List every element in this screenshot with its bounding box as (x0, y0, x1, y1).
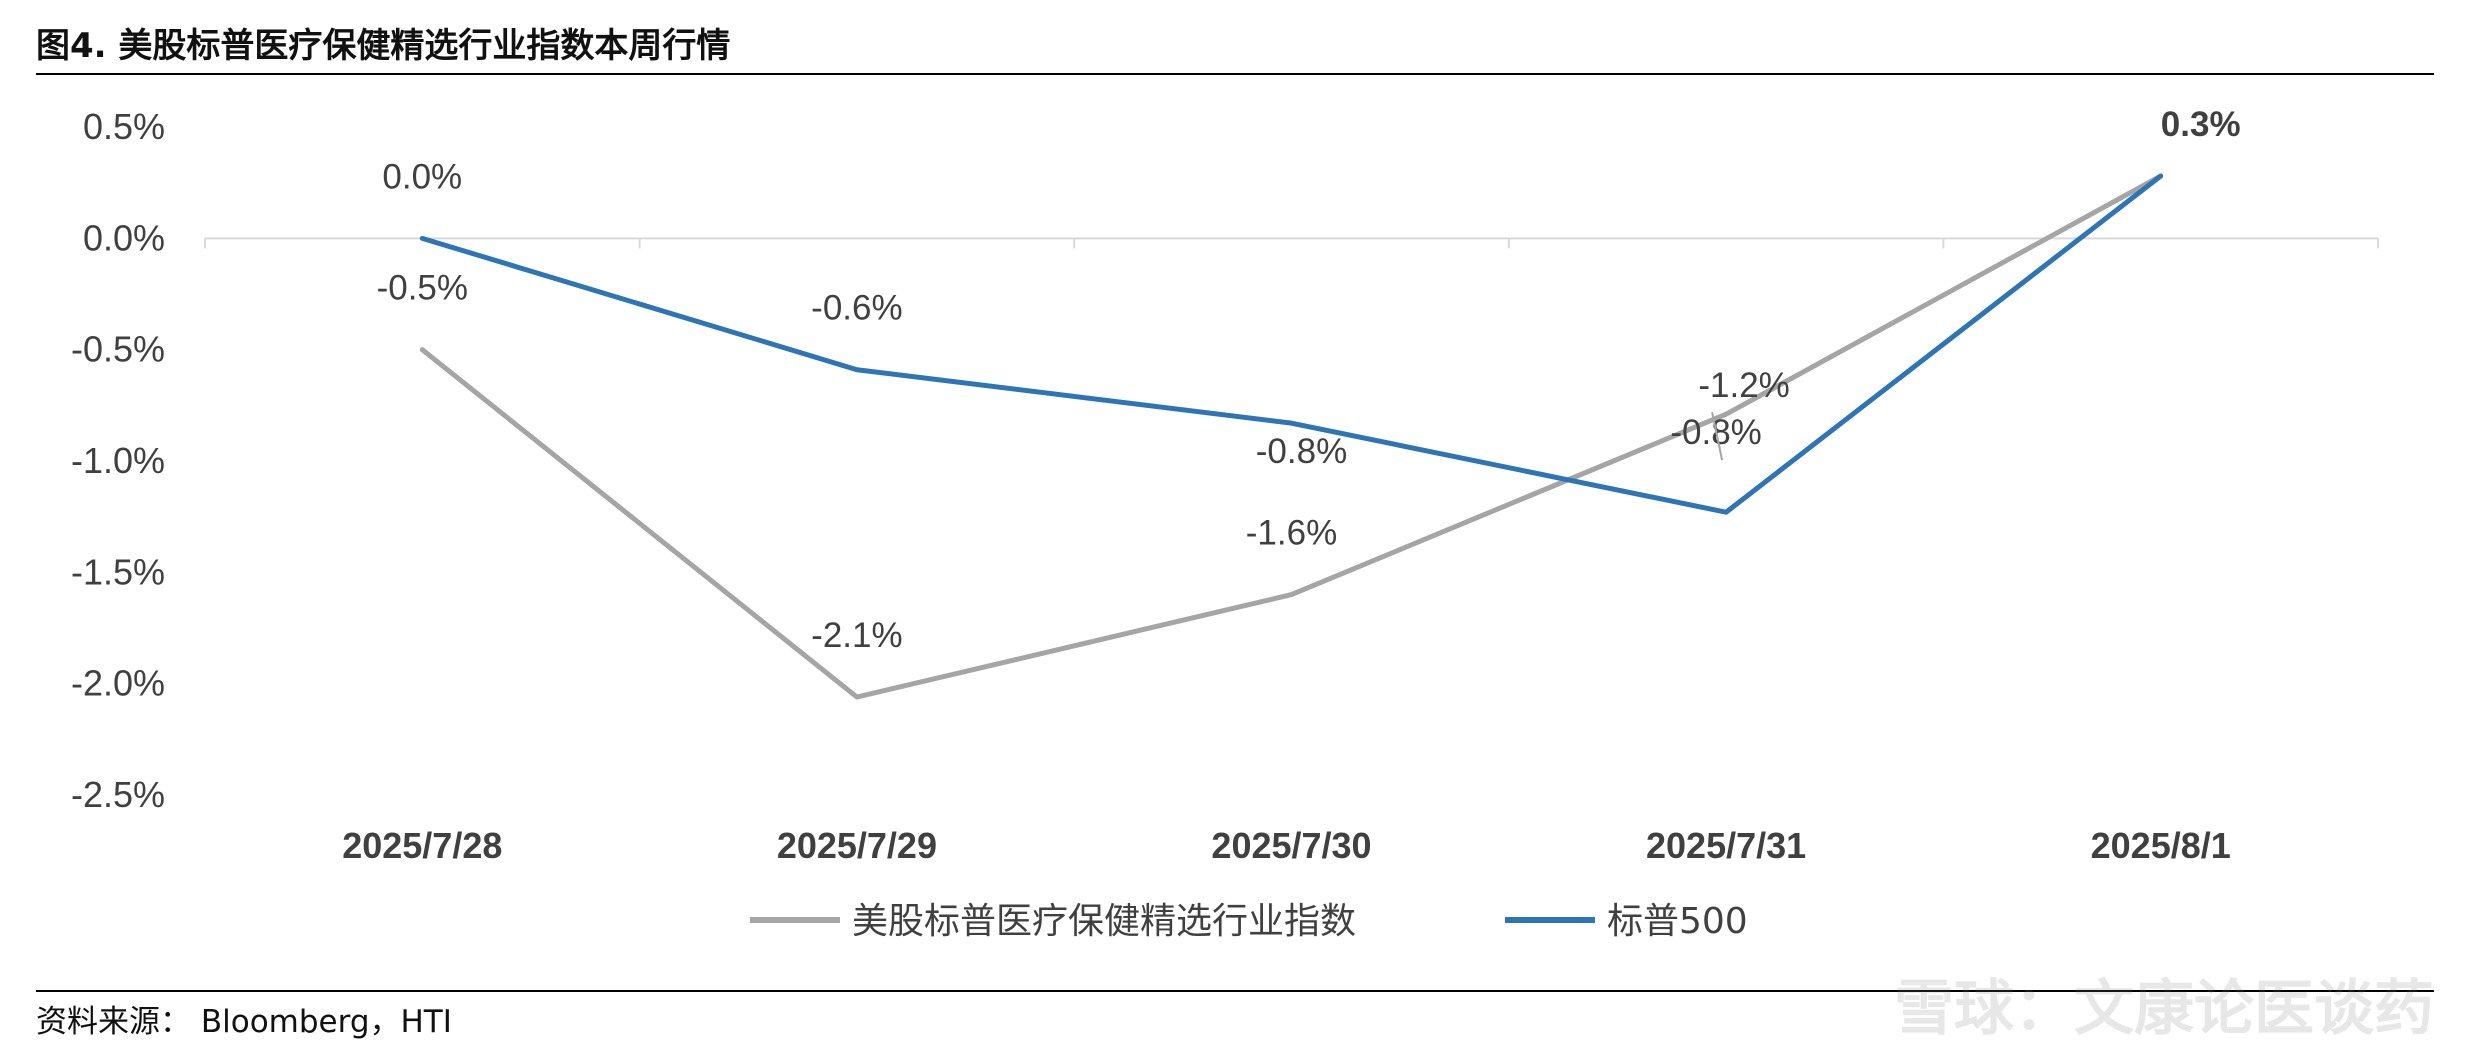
x-tick-label: 2025/7/29 (777, 825, 937, 866)
data-label: 0.3% (2161, 105, 2241, 144)
data-label: -2.1% (811, 616, 902, 655)
y-tick-label: -2.5% (71, 774, 165, 815)
x-tick-label: 2025/7/28 (342, 825, 502, 866)
data-label: -0.8% (1256, 432, 1347, 471)
data-label: -1.6% (1246, 514, 1337, 553)
x-axis: 2025/7/28 2025/7/29 2025/7/30 2025/7/31 2025… (204, 237, 2379, 866)
y-tick-label: 0.5% (83, 106, 165, 147)
bottom-rule (36, 990, 2434, 992)
x-tick-label: 2025/7/31 (1646, 825, 1806, 866)
y-tick-label: -1.0% (71, 440, 165, 481)
x-tick-label: 2025/8/1 (2091, 825, 2231, 866)
y-tick-label: 0.0% (83, 217, 165, 258)
figure-title: 图4. 美股标普医疗保健精选行业指数本周行情 (36, 26, 731, 66)
watermark: 雪球：文康论医谈药 (1894, 974, 2434, 1044)
y-tick-label: -2.0% (71, 663, 165, 704)
legend-label: 标普500 (1607, 901, 1748, 942)
y-tick-label: -1.5% (71, 551, 165, 592)
source-note: 资料来源： Bloomberg，HTI (36, 1004, 452, 1040)
data-label: -1.2% (1698, 366, 1789, 405)
y-axis: 0.5% 0.0% -0.5% -1.0% -1.5% -2.0% -2.5% (71, 106, 165, 815)
legend: 美股标普医疗保健精选行业指数 标普500 (750, 901, 1748, 942)
series-layer (419, 173, 2164, 700)
label-leader-line (1711, 412, 1724, 461)
data-label: 0.0% (382, 157, 462, 196)
line-chart: 0.5% 0.0% -0.5% -1.0% -1.5% -2.0% -2.5% 2025/7… (71, 105, 2379, 942)
y-tick-label: -0.5% (71, 329, 165, 370)
data-label: -0.6% (811, 289, 902, 328)
top-rule (36, 73, 2434, 75)
data-label: -0.5% (377, 269, 468, 308)
data-label-layer: -0.5%-2.1%-1.6%-0.8%0.0%-0.6%-0.8%-1.2%0… (377, 105, 2241, 655)
legend-label: 美股标普医疗保健精选行业指数 (852, 901, 1356, 942)
x-tick-label: 2025/7/30 (1211, 825, 1371, 866)
